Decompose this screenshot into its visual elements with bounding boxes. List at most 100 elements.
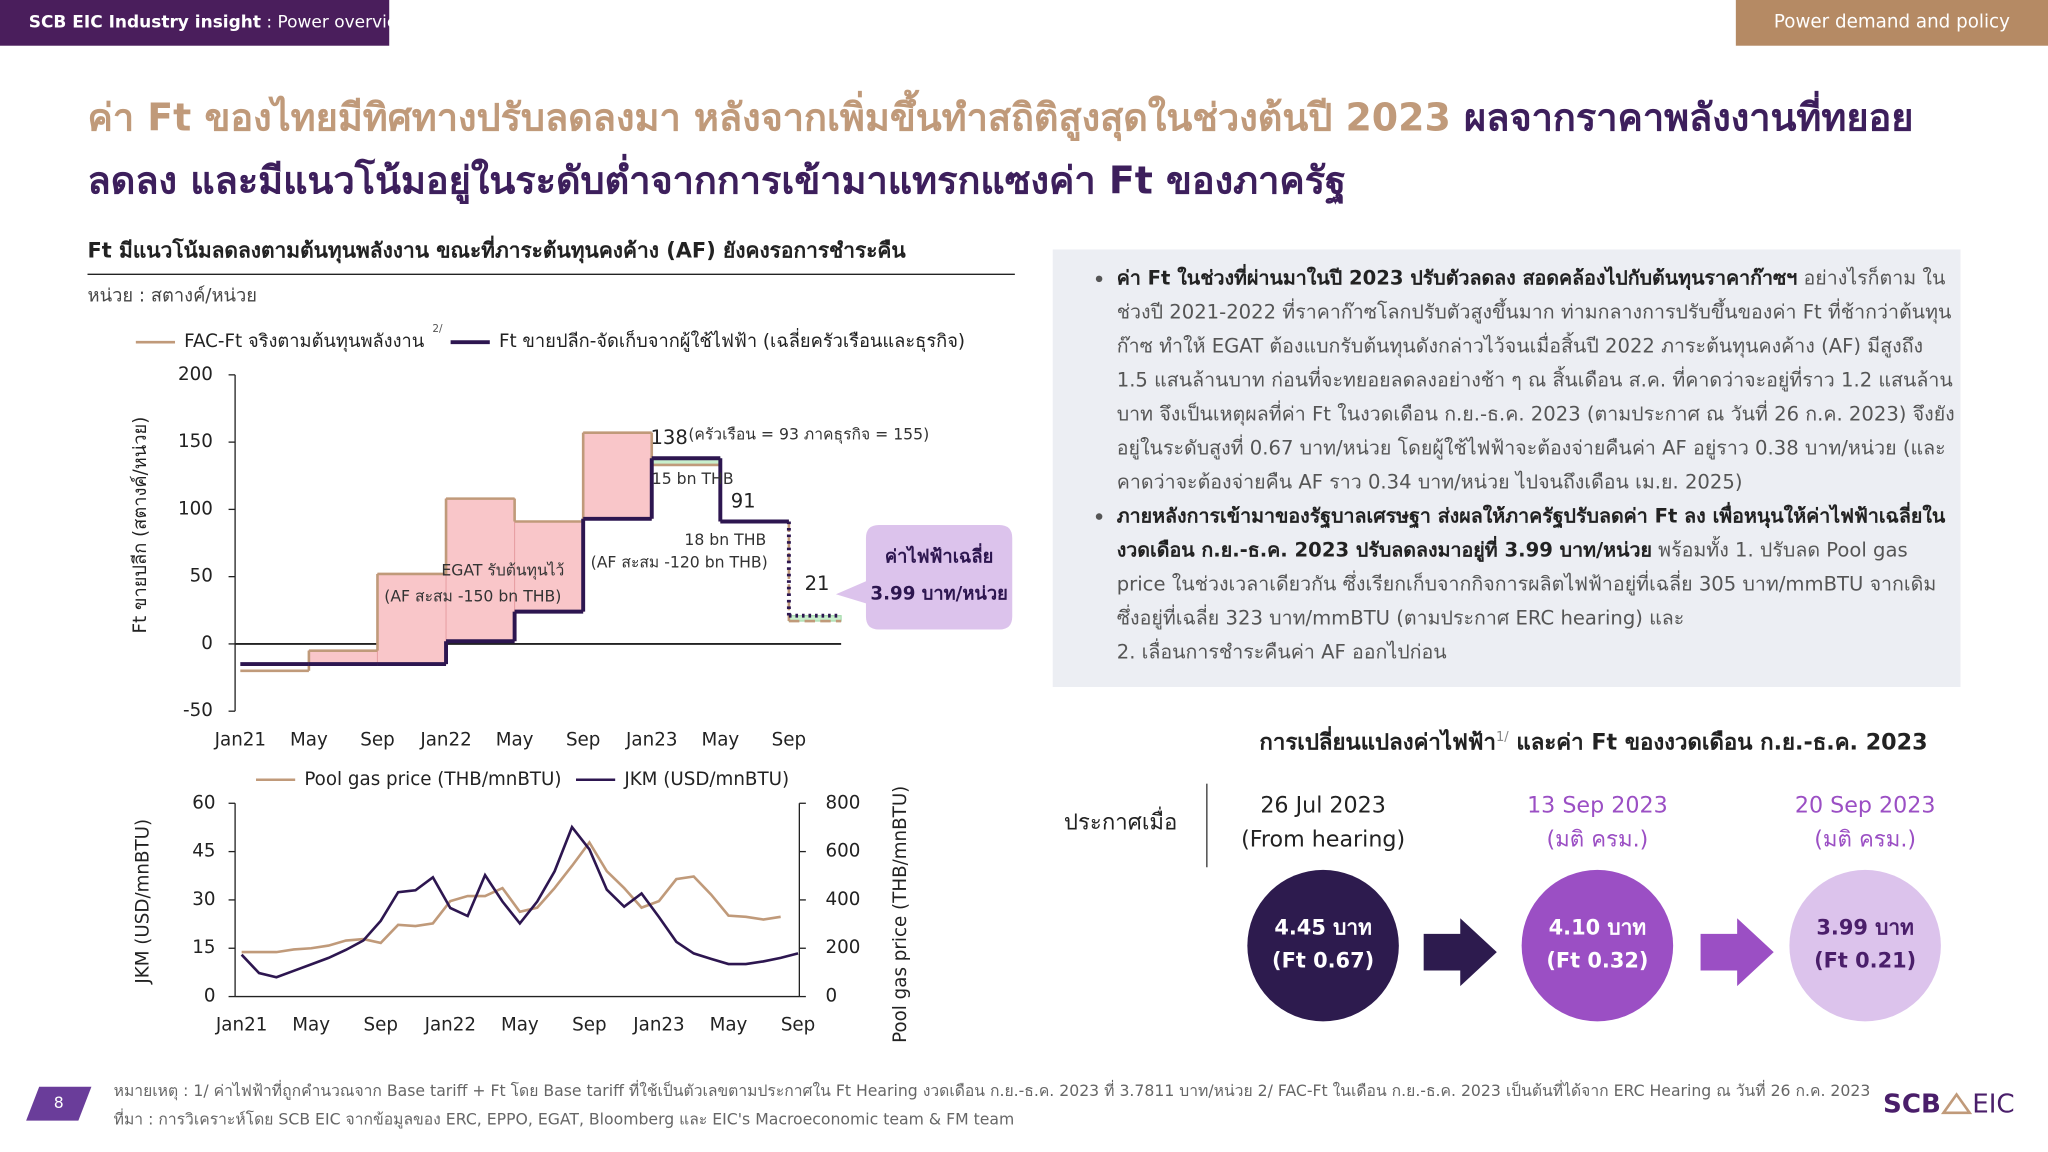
gap-fill (514, 520, 584, 613)
header-right: Power demand and policy (1735, 0, 2048, 46)
annotation: (ครัวเรือน = 93 ภาคธุรกิจ = 155) (688, 424, 929, 444)
flow-title-note: 1/ (1495, 730, 1509, 745)
logo-text: SCB (1883, 1089, 1941, 1119)
x-tick-label: Jan21 (215, 1014, 267, 1035)
data-label: 138 (650, 426, 687, 449)
legend-label: JKM (USD/mnBTU) (623, 769, 789, 790)
x-tick-label: Sep (772, 730, 806, 751)
y2-tick-label: 0 (825, 986, 837, 1007)
y-tick-label: 50 (190, 566, 213, 587)
flow-title-text: การเปลี่ยนแปลงค่าไฟฟ้า (1259, 730, 1496, 757)
y2-tick-label: 200 (825, 937, 860, 958)
step-ft: (Ft 0.67) (1272, 948, 1374, 972)
flow-label: ประกาศเมื่อ (1064, 806, 1177, 835)
page-number: 8 (54, 1093, 64, 1112)
y-tick-label: 100 (178, 498, 213, 519)
y-tick-label: 60 (192, 792, 215, 813)
step-circle (1247, 869, 1399, 1022)
page-badge (26, 1086, 92, 1121)
header-section: : Power overview (260, 13, 412, 33)
title-part: ค่า Ft ของไทยมีทิศทางปรับลดลงมา หลังจากเ… (87, 95, 1465, 140)
x-tick-label: May (701, 730, 739, 751)
annotation: (AF สะสม -150 bn THB) (384, 586, 561, 605)
callout-text: 3.99 บาท/หน่วย (870, 583, 1007, 604)
callout-bubble (835, 525, 1013, 630)
y2-tick-label: 800 (825, 792, 860, 813)
x-tick-label: Sep (781, 1014, 815, 1035)
series-line (241, 840, 781, 954)
step-circle (1789, 869, 1941, 1022)
step-date: 26 Jul 2023 (1260, 792, 1386, 818)
bullet-list: ค่า Ft ในช่วงที่ผ่านมาในปี 2023 ปรับตัวล… (1068, 261, 1956, 669)
legend-label: FAC-Ft จริงตามต้นทุนพลังงาน (184, 331, 425, 353)
bullet-text: อย่างไรก็ตาม ในช่วงปี 2021-2022 ที่ราคาก… (1116, 266, 1955, 494)
x-tick-label: Jan21 (214, 730, 266, 751)
x-tick-label: May (292, 1014, 330, 1035)
callout-text: ค่าไฟฟ้าเฉลี่ย (885, 543, 993, 568)
y-axis-label: JKM (USD/mnBTU) (133, 819, 154, 985)
x-tick-label: Sep (364, 1014, 398, 1035)
y-tick-label: 150 (178, 431, 213, 452)
legend-note: 2/ (432, 323, 443, 335)
source: ที่มา : การวิเคราะห์โดย SCB EIC จากข้อมู… (113, 1110, 1015, 1129)
step-ft: (Ft 0.32) (1546, 948, 1648, 972)
step-date: 20 Sep 2023 (1795, 792, 1936, 818)
x-tick-label: Jan22 (419, 730, 471, 751)
step-sub: (From hearing) (1241, 826, 1405, 852)
legend-label: Ft ขายปลีก-จัดเก็บจากผู้ใช้ไฟฟ้า (เฉลี่ย… (499, 328, 965, 353)
text-box (1052, 249, 1961, 688)
data-label: 21 (805, 572, 830, 595)
x-tick-label: May (710, 1014, 748, 1035)
y-tick-label: 0 (201, 633, 213, 654)
annotation: 18 bn THB (684, 530, 766, 549)
y-tick-label: 200 (178, 364, 213, 385)
bullet-text: 2. เลื่อนการชำระคืนค่า AF ออกไปก่อน (1116, 639, 1447, 664)
bullet-text: พร้อมทั้ง 1. ปรับลด Pool gas price ในช่ว… (1116, 538, 1937, 630)
annotation: (AF สะสม -120 bn THB) (591, 552, 768, 571)
annotation: 15 bn THB (652, 469, 734, 488)
y2-tick-label: 400 (825, 889, 860, 910)
x-tick-label: Sep (572, 1014, 606, 1035)
logo-text: EIC (1972, 1089, 2014, 1119)
step-date: 13 Sep 2023 (1527, 792, 1668, 818)
gap-fill (445, 498, 516, 642)
annotation: EGAT รับต้นทุนไว้ (441, 560, 564, 580)
slide-title: ค่า Ft ของไทยมีทิศทางปรับลดลงมา หลังจากเ… (88, 86, 1917, 211)
bullet: ค่า Ft ในช่วงที่ผ่านมาในปี 2023 ปรับตัวล… (1117, 261, 1957, 499)
bullet-bold: ค่า Ft ในช่วงที่ผ่านมาในปี 2023 ปรับตัวล… (1116, 266, 1798, 290)
step-ft: (Ft 0.21) (1814, 948, 1916, 972)
x-tick-label: Jan22 (424, 1014, 476, 1035)
chart-title: Ft มีแนวโน้มลดลงตามต้นทุนพลังงาน ขณะที่ภ… (87, 237, 906, 263)
data-label: 91 (731, 489, 756, 512)
header-left: SCB EIC Industry insight : Power overvie… (0, 0, 411, 46)
arrow (1700, 918, 1774, 987)
gap-fill (308, 650, 378, 665)
title-part: ผลจากราคาพลังงานที่ทยอยลดลง และมีแนวโน้ม… (87, 95, 1914, 203)
x-tick-label: May (501, 1014, 539, 1035)
step-sub: (มติ ครม.) (1546, 826, 1648, 852)
y2-tick-label: 600 (825, 841, 860, 862)
bullet: ภายหลังการเข้ามาของรัฐบาลเศรษฐา ส่งผลให้… (1117, 499, 1957, 669)
y-tick-label: 30 (192, 889, 215, 910)
gap-fill (582, 432, 653, 520)
y-axis-label: Ft ขายปลีก (สตางค์/หน่วย) (129, 417, 151, 634)
step-price: 3.99 บาท (1816, 916, 1914, 940)
chart-unit: หน่วย : สตางค์/หน่วย (87, 286, 257, 307)
x-tick-label: Sep (360, 730, 394, 751)
step-price: 4.45 บาท (1274, 916, 1372, 940)
step-price: 4.10 บาท (1549, 916, 1647, 940)
x-tick-label: Jan23 (632, 1014, 684, 1035)
logo-icon (1940, 1092, 1973, 1115)
y-tick-label: 15 (192, 937, 215, 958)
arrow (1423, 918, 1497, 987)
series-line (240, 824, 799, 979)
step-sub: (มติ ครม.) (1814, 826, 1916, 852)
step-circle (1521, 869, 1674, 1022)
x-tick-label: May (290, 730, 328, 751)
y-tick-label: -50 (183, 700, 213, 721)
y-tick-label: 0 (204, 986, 216, 1007)
x-tick-label: May (496, 730, 534, 751)
